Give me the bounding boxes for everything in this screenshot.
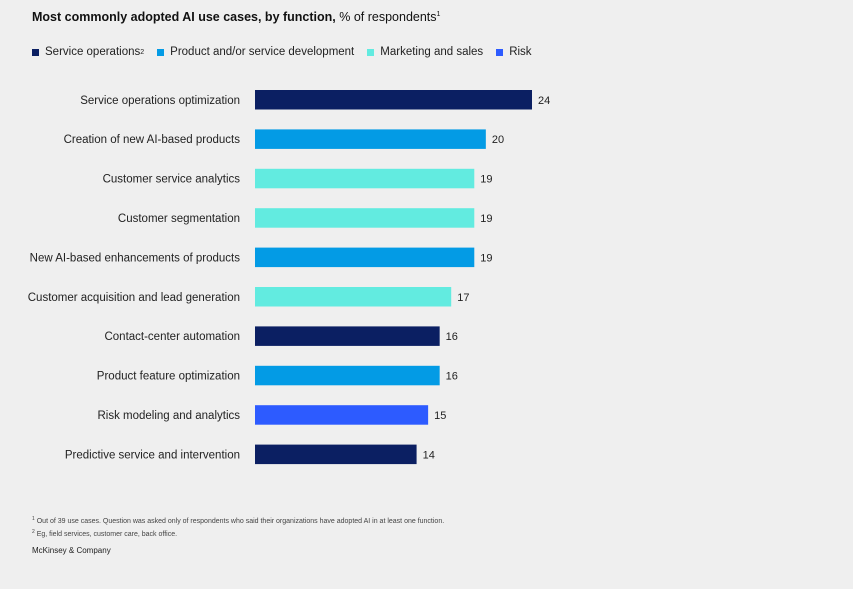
legend-footnote-mark: 2 <box>140 48 145 56</box>
bar <box>255 168 475 189</box>
value-label: 16 <box>446 331 458 343</box>
legend-label: Product and/or service development <box>170 46 355 58</box>
category-label: Risk modeling and analytics <box>97 410 240 422</box>
category-label: Customer segmentation <box>118 213 240 225</box>
bar <box>255 365 440 386</box>
chart-title-footnote-mark: 1 <box>436 11 441 18</box>
value-label: 17 <box>457 292 469 304</box>
bar <box>255 287 452 307</box>
value-label: 19 <box>480 174 492 186</box>
bar <box>255 90 532 110</box>
legend-swatch <box>32 48 39 56</box>
value-label: 15 <box>434 410 446 422</box>
footnote-2: 2 Eg, field services, customer care, bac… <box>32 527 444 540</box>
value-label: 16 <box>446 371 458 383</box>
legend-swatch <box>367 48 375 56</box>
footnote-mark: 2 <box>32 529 35 535</box>
legend-label: Service operations <box>45 46 141 58</box>
footnotes: 1 Out of 39 use cases. Question was aske… <box>32 514 444 540</box>
footnote-1: 1 Out of 39 use cases. Question was aske… <box>32 514 444 527</box>
footnote-text: Eg, field services, customer care, back … <box>36 531 178 538</box>
chart-title-unit: % of respondents <box>335 10 437 24</box>
value-label: 19 <box>480 252 492 264</box>
category-label: New AI-based enhancements of products <box>30 252 241 264</box>
bar <box>255 208 475 228</box>
category-label: Creation of new AI-based products <box>64 134 241 146</box>
value-label: 20 <box>492 134 504 146</box>
chart-title-bold: Most commonly adopted AI use cases, by f… <box>32 10 336 24</box>
legend-item-marketing-sales: Marketing and sales <box>367 46 483 58</box>
value-label: 24 <box>538 95 550 107</box>
legend-label: Risk <box>509 46 532 58</box>
bar <box>255 247 475 268</box>
value-label: 19 <box>480 213 492 225</box>
bar <box>255 129 486 149</box>
bar <box>255 405 429 425</box>
category-label: Contact-center automation <box>104 331 240 343</box>
category-label: Customer acquisition and lead generation <box>28 292 240 304</box>
legend-item-service-operations: Service operations 2 <box>32 46 144 58</box>
legend-item-product-development: Product and/or service development <box>157 46 354 58</box>
value-label: 14 <box>423 449 435 461</box>
legend-item-risk: Risk <box>496 46 532 58</box>
category-label: Product feature optimization <box>97 371 240 383</box>
category-label: Service operations optimization <box>80 95 240 107</box>
legend-swatch <box>157 48 165 56</box>
legend-label: Marketing and sales <box>380 46 484 58</box>
brand-name: McKinsey & Company <box>32 546 111 555</box>
legend-swatch <box>496 48 504 56</box>
bar <box>255 444 417 465</box>
bar <box>255 326 440 346</box>
bar-chart: Service operations optimization 24 Creatio… <box>28 90 550 465</box>
chart-legend: Service operations 2 Product and/or servi… <box>32 46 545 58</box>
chart-title: Most commonly adopted AI use cases, by f… <box>32 10 440 24</box>
category-label: Customer service analytics <box>103 174 241 186</box>
footnote-text: Out of 39 use cases. Question was asked … <box>36 518 445 525</box>
footnote-mark: 1 <box>32 516 35 522</box>
category-label: Predictive service and intervention <box>65 449 240 461</box>
